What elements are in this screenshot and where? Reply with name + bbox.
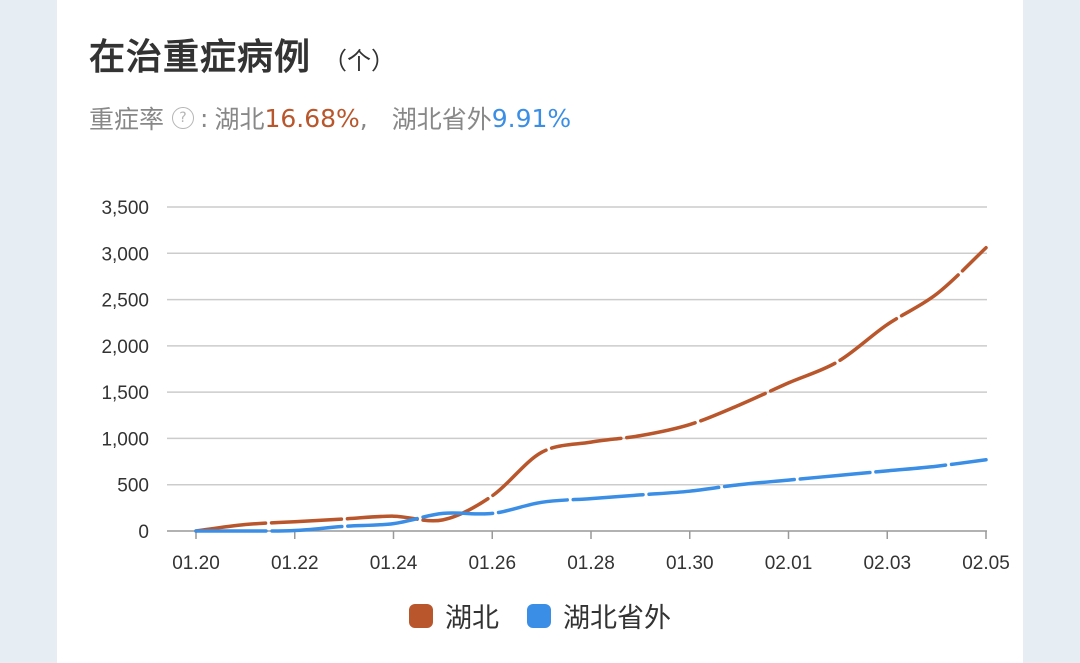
chart-title: 在治重症病例 [89, 37, 312, 78]
legend-label-outside: 湖北省外 [563, 603, 671, 634]
rate-separator: : [200, 103, 209, 133]
x-tick-label: 02.03 [863, 553, 911, 574]
y-axis-ticks: 0 500 1,000 1,500 2,000 2,500 3,000 3,500 [101, 198, 149, 543]
x-tick-label: 01.26 [468, 553, 516, 574]
legend-swatch-outside [527, 603, 551, 628]
y-tick-label: 3,000 [101, 244, 149, 265]
y-tick-label: 1,000 [101, 429, 149, 450]
unit-label: （个） [323, 47, 396, 75]
legend-item-outside[interactable]: 湖北省外 [527, 596, 671, 635]
rate-label: 重症率 [89, 105, 165, 134]
hubei-rate-value: 16.68% [264, 103, 360, 133]
grid-layer [167, 206, 987, 532]
x-axis-ticks: 01.20 01.22 01.24 01.26 01.28 01.30 02.01 02.03… [172, 531, 1010, 574]
legend-label-hubei: 湖北 [445, 603, 499, 634]
x-tick-label: 01.28 [567, 553, 615, 574]
series-line-hubei [194, 245, 988, 533]
y-tick-label: 2,000 [101, 337, 149, 358]
x-tick-label: 01.22 [271, 553, 319, 574]
y-tick-label: 3,500 [101, 198, 149, 219]
y-tick-label: 0 [138, 522, 149, 543]
severity-rate-row: 重症率 ? : 湖北 16.68% , 湖北省外 9.91% [89, 100, 571, 136]
outside-rate-value: 9.91% [491, 103, 572, 133]
outside-rate-label: 湖北省外 [391, 105, 492, 134]
x-tick-label: 02.01 [765, 553, 813, 574]
x-tick-label: 01.20 [172, 553, 220, 574]
y-tick-label: 500 [117, 476, 149, 497]
series-layer [194, 245, 988, 533]
help-icon[interactable]: ? [172, 107, 195, 129]
x-tick-label: 02.05 [962, 553, 1010, 574]
line-chart: 0 500 1,000 1,500 2,000 2,500 3,000 3,500 01.20… [101, 198, 1010, 574]
y-tick-label: 1,500 [101, 383, 149, 404]
x-tick-label: 01.30 [666, 553, 714, 574]
legend-swatch-hubei [409, 603, 433, 628]
title-row: 在治重症病例 （个） [89, 28, 395, 80]
legend-item-hubei[interactable]: 湖北 [409, 596, 499, 635]
y-tick-label: 2,500 [101, 291, 149, 312]
chart-card: 在治重症病例 （个） 重症率 ? : 湖北 16.68% , 湖北省外 9.91… [57, 0, 1023, 663]
rate-comma: , [359, 103, 368, 133]
hubei-rate-label: 湖北 [214, 105, 265, 134]
legend: 湖北 湖北省外 [57, 596, 1023, 635]
x-tick-label: 01.24 [370, 553, 418, 574]
